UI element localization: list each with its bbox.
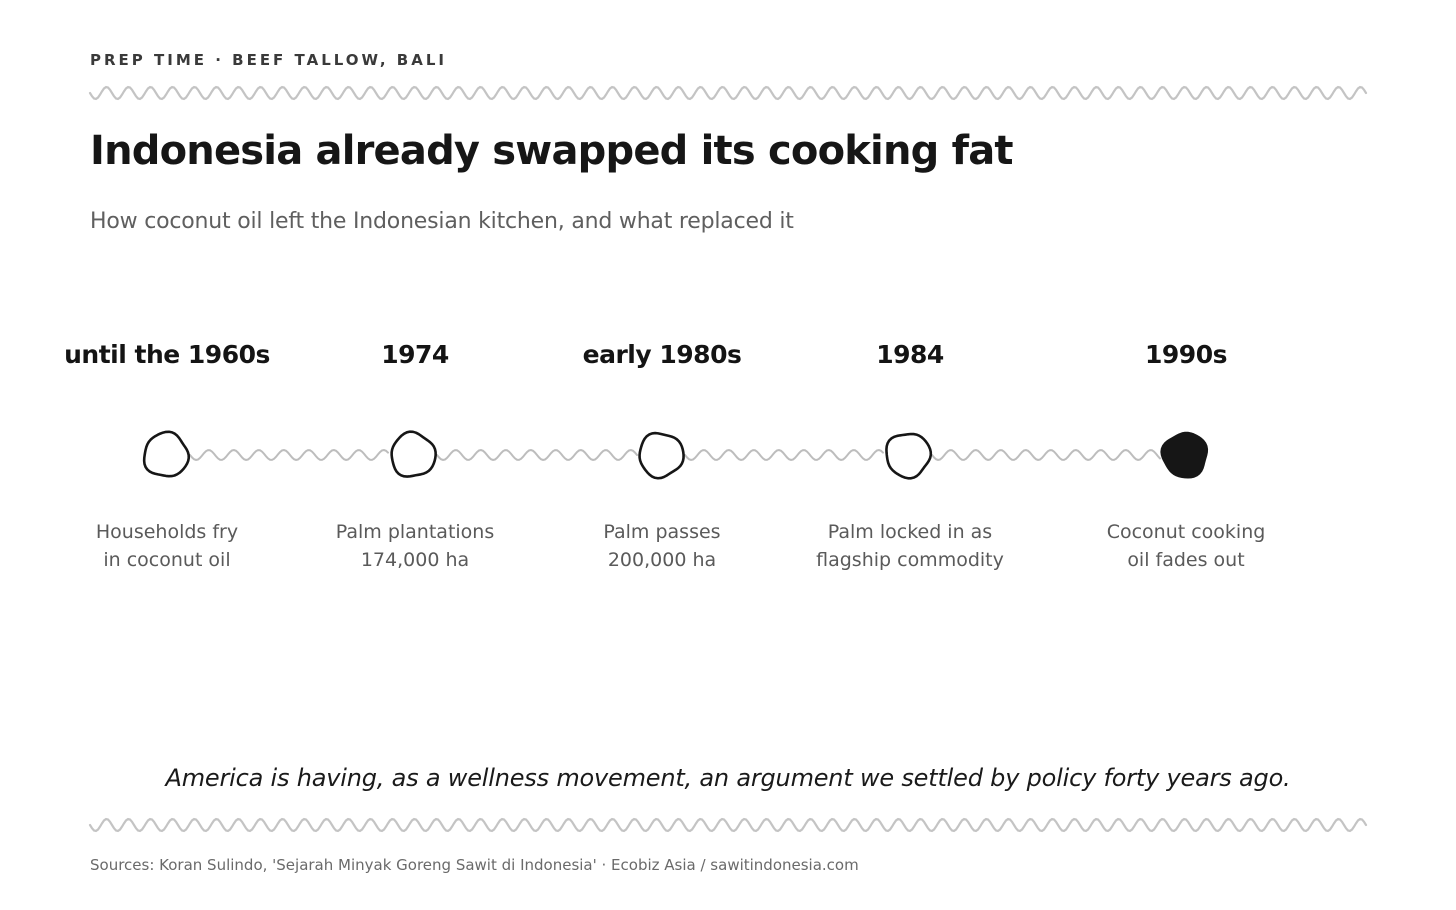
milestone-year: until the 1960s [64, 340, 270, 369]
top-wavy-divider [88, 85, 1368, 101]
milestone-year: 1990s [1145, 340, 1227, 369]
milestone-desc-line: in coconut oil [103, 549, 231, 571]
milestone-year: 1984 [876, 340, 944, 369]
milestone-description: Palm locked in as flagship commodity [780, 518, 1040, 574]
milestone-description: Palm plantations 174,000 ha [285, 518, 545, 574]
milestone-description: Palm passes 200,000 ha [532, 518, 792, 574]
milestone-description: Households fry in coconut oil [37, 518, 297, 574]
milestone-desc-line: 174,000 ha [360, 549, 470, 571]
milestone-desc-line: Palm plantations [335, 521, 495, 543]
sources-footnote: Sources: Koran Sulindo, 'Sejarah Minyak … [90, 856, 859, 874]
timeline-node [142, 430, 191, 478]
milestone-description: Coconut cooking oil fades out [1056, 518, 1316, 574]
page-title: Indonesia already swapped its cooking fa… [90, 128, 1014, 174]
milestone-desc-line: Households fry [95, 521, 239, 543]
page-subtitle: How coconut oil left the Indonesian kitc… [90, 209, 794, 234]
milestone-desc-line: 200,000 ha [607, 549, 717, 571]
timeline-node [390, 430, 437, 478]
timeline-node [638, 431, 685, 480]
timeline-node [885, 432, 933, 480]
pull-quote: America is having, as a wellness movemen… [165, 764, 1291, 792]
kicker: PREP TIME · BEEF TALLOW, BALI [90, 51, 447, 69]
milestone-desc-line: Palm locked in as [827, 521, 993, 543]
milestone-desc-line: Palm passes [603, 521, 721, 543]
milestone-year: early 1980s [582, 340, 742, 369]
milestone-desc-line: oil fades out [1127, 549, 1245, 571]
milestone-desc-line: flagship commodity [816, 549, 1004, 571]
timeline-node-filled [1160, 431, 1209, 479]
bottom-wavy-divider [88, 817, 1368, 833]
milestone-desc-line: Coconut cooking [1106, 521, 1266, 543]
milestone-year: 1974 [381, 340, 449, 369]
